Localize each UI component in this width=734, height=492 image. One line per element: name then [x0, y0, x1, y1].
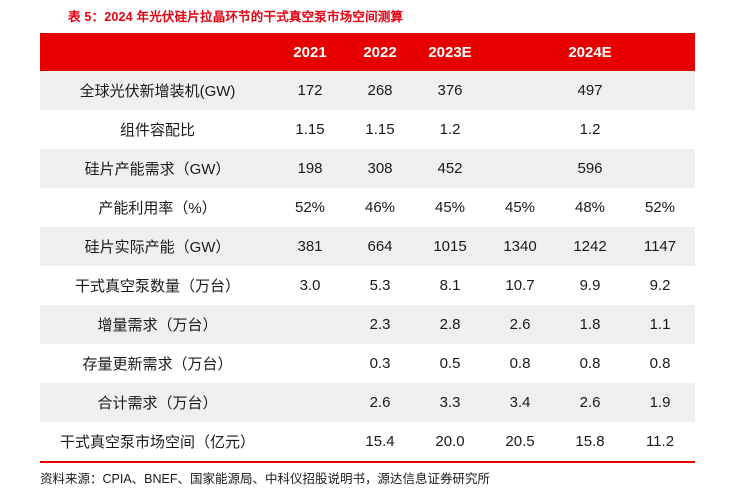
- cell-value: 9.2: [625, 266, 695, 305]
- row-label: 干式真空泵市场空间（亿元）: [40, 422, 275, 463]
- cell-value: 20.0: [415, 422, 485, 463]
- cell-value: 45%: [485, 188, 555, 227]
- cell-value: 1.1: [625, 305, 695, 344]
- cell-value: 596: [555, 149, 625, 188]
- cell-value: 0.5: [415, 344, 485, 383]
- cell-value: 3.0: [275, 266, 345, 305]
- cell-value: 1.15: [275, 110, 345, 149]
- header-cell-blank-2: [625, 33, 695, 71]
- header-cell-2023e: 2023E: [415, 33, 485, 71]
- cell-value: 308: [345, 149, 415, 188]
- row-label: 全球光伏新增装机(GW): [40, 71, 275, 110]
- row-label: 产能利用率（%）: [40, 188, 275, 227]
- table-row: 全球光伏新增装机(GW) 172 268 376 497: [40, 71, 695, 110]
- table-row: 干式真空泵数量（万台） 3.0 5.3 8.1 10.7 9.9 9.2: [40, 266, 695, 305]
- cell-value: [275, 383, 345, 422]
- row-label: 合计需求（万台）: [40, 383, 275, 422]
- cell-value: 2.6: [485, 305, 555, 344]
- cell-value: 2.6: [345, 383, 415, 422]
- header-cell-2024e: 2024E: [555, 33, 625, 71]
- row-label: 组件容配比: [40, 110, 275, 149]
- cell-value: 3.3: [415, 383, 485, 422]
- cell-value: 46%: [345, 188, 415, 227]
- cell-value: 198: [275, 149, 345, 188]
- table-row: 存量更新需求（万台） 0.3 0.5 0.8 0.8 0.8: [40, 344, 695, 383]
- cell-value: 172: [275, 71, 345, 110]
- table-row: 合计需求（万台） 2.6 3.3 3.4 2.6 1.9: [40, 383, 695, 422]
- cell-value: [275, 305, 345, 344]
- cell-value: 0.3: [345, 344, 415, 383]
- cell-value: 15.8: [555, 422, 625, 463]
- cell-value: 381: [275, 227, 345, 266]
- cell-value: 0.8: [625, 344, 695, 383]
- cell-value: 45%: [415, 188, 485, 227]
- row-label: 硅片产能需求（GW）: [40, 149, 275, 188]
- header-cell-label: [40, 33, 275, 71]
- cell-value: 1.9: [625, 383, 695, 422]
- row-label: 增量需求（万台）: [40, 305, 275, 344]
- table-row: 硅片实际产能（GW） 381 664 1015 1340 1242 1147: [40, 227, 695, 266]
- cell-value: [485, 149, 555, 188]
- cell-value: 48%: [555, 188, 625, 227]
- cell-value: 52%: [275, 188, 345, 227]
- table-header-row: 2021 2022 2023E 2024E: [40, 33, 695, 71]
- cell-value: 1.2: [555, 110, 625, 149]
- cell-value: 376: [415, 71, 485, 110]
- cell-value: 3.4: [485, 383, 555, 422]
- cell-value: 52%: [625, 188, 695, 227]
- cell-value: [625, 71, 695, 110]
- cell-value: 10.7: [485, 266, 555, 305]
- cell-value: 1.15: [345, 110, 415, 149]
- cell-value: 0.8: [485, 344, 555, 383]
- cell-value: [625, 149, 695, 188]
- table-row: 干式真空泵市场空间（亿元） 15.4 20.0 20.5 15.8 11.2: [40, 422, 695, 463]
- cell-value: 268: [345, 71, 415, 110]
- cell-value: 0.8: [555, 344, 625, 383]
- cell-value: [275, 422, 345, 463]
- table-row: 硅片产能需求（GW） 198 308 452 596: [40, 149, 695, 188]
- cell-value: [485, 110, 555, 149]
- row-label: 存量更新需求（万台）: [40, 344, 275, 383]
- cell-value: 1.8: [555, 305, 625, 344]
- table-row: 产能利用率（%） 52% 46% 45% 45% 48% 52%: [40, 188, 695, 227]
- cell-value: 11.2: [625, 422, 695, 463]
- cell-value: 452: [415, 149, 485, 188]
- cell-value: 1147: [625, 227, 695, 266]
- header-cell-2022: 2022: [345, 33, 415, 71]
- cell-value: 9.9: [555, 266, 625, 305]
- header-cell-blank-1: [485, 33, 555, 71]
- cell-value: 664: [345, 227, 415, 266]
- cell-value: 2.8: [415, 305, 485, 344]
- cell-value: 1.2: [415, 110, 485, 149]
- cell-value: 2.6: [555, 383, 625, 422]
- cell-value: 1015: [415, 227, 485, 266]
- source-note: 资料来源：CPIA、BNEF、国家能源局、中科仪招股说明书，源达信息证券研究所: [40, 472, 491, 486]
- cell-value: [485, 71, 555, 110]
- table-header: 2021 2022 2023E 2024E: [40, 33, 695, 71]
- row-label: 硅片实际产能（GW）: [40, 227, 275, 266]
- table-title: 表 5：2024 年光伏硅片拉晶环节的干式真空泵市场空间测算: [68, 10, 404, 24]
- cell-value: 5.3: [345, 266, 415, 305]
- cell-value: [275, 344, 345, 383]
- header-cell-2021: 2021: [275, 33, 345, 71]
- cell-value: 1242: [555, 227, 625, 266]
- cell-value: 8.1: [415, 266, 485, 305]
- table-row: 组件容配比 1.15 1.15 1.2 1.2: [40, 110, 695, 149]
- cell-value: 497: [555, 71, 625, 110]
- cell-value: 2.3: [345, 305, 415, 344]
- cell-value: 1340: [485, 227, 555, 266]
- table-row: 增量需求（万台） 2.3 2.8 2.6 1.8 1.1: [40, 305, 695, 344]
- cell-value: 15.4: [345, 422, 415, 463]
- cell-value: 20.5: [485, 422, 555, 463]
- row-label: 干式真空泵数量（万台）: [40, 266, 275, 305]
- cell-value: [625, 110, 695, 149]
- table-body: 全球光伏新增装机(GW) 172 268 376 497 组件容配比 1.15 …: [40, 71, 695, 463]
- market-size-table: 2021 2022 2023E 2024E 全球光伏新增装机(GW) 172 2…: [40, 33, 695, 463]
